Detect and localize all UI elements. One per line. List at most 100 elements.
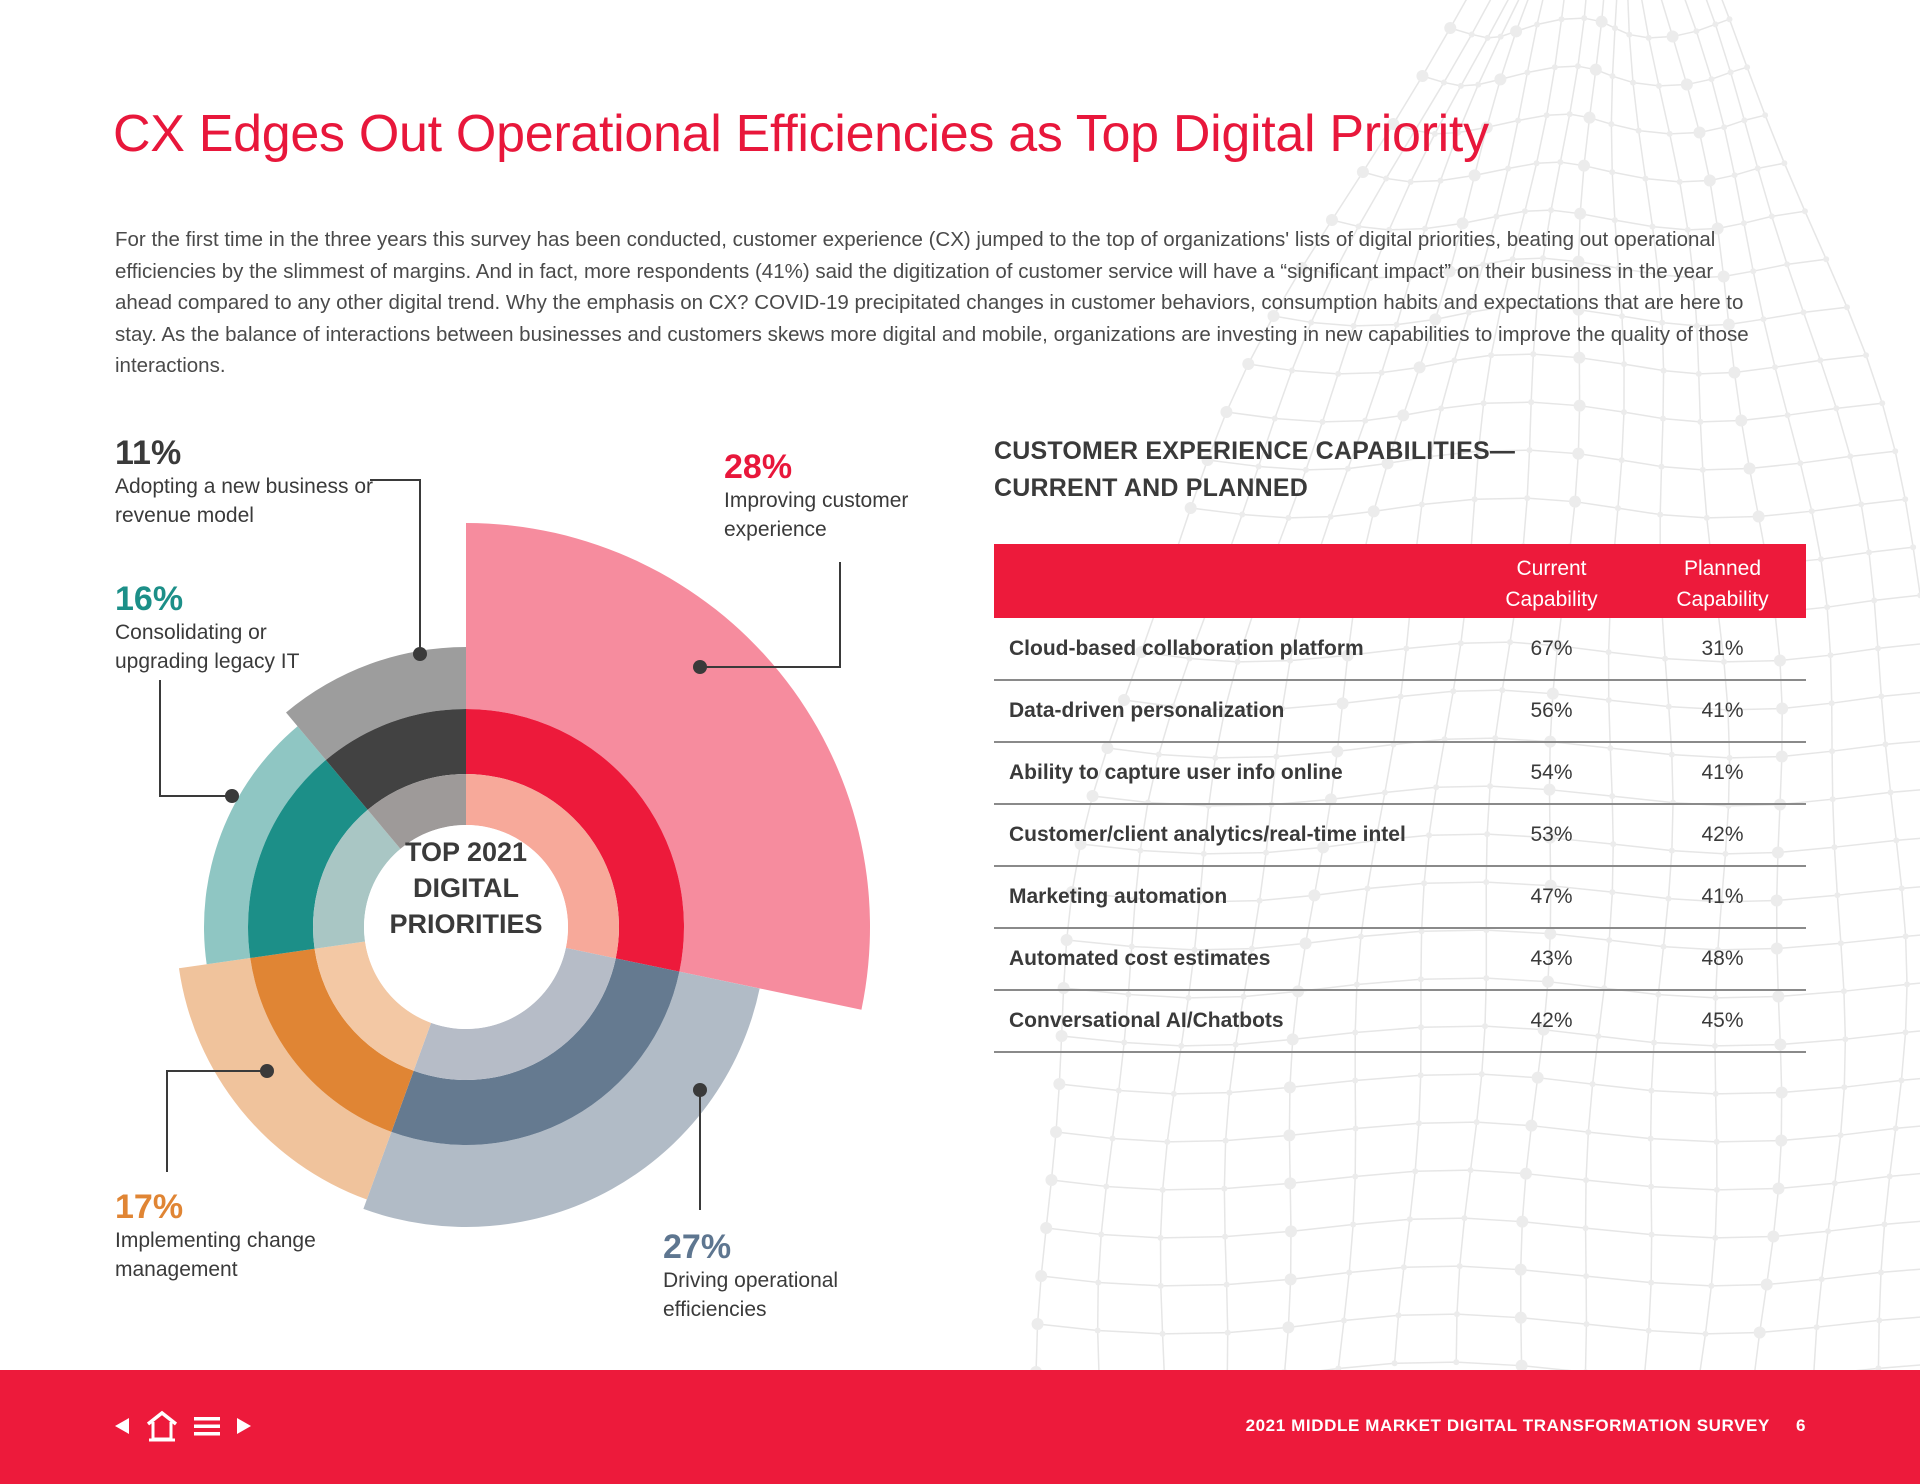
- network-node: [1484, 34, 1491, 41]
- network-edge: [1173, 1091, 1230, 1095]
- network-edge: [1522, 1220, 1586, 1229]
- network-node: [1626, 31, 1633, 38]
- network-edge: [1718, 611, 1775, 615]
- network-edge: [1477, 403, 1485, 452]
- leader-line-new-business-model: [370, 479, 421, 654]
- network-edge: [1454, 354, 1492, 362]
- network-node: [1242, 358, 1255, 370]
- next-arrow-icon[interactable]: [235, 1416, 253, 1441]
- network-edge: [1288, 515, 1331, 519]
- network-node: [1715, 610, 1722, 617]
- menu-icon[interactable]: [193, 1414, 221, 1443]
- network-edge: [1517, 593, 1564, 599]
- network-node: [1299, 937, 1312, 950]
- network-node: [1530, 351, 1537, 358]
- network-edge: [1464, 1217, 1523, 1223]
- callout-legacy-it: 16% Consolidating or upgrading legacy IT: [115, 580, 335, 676]
- network-edge: [1763, 311, 1804, 320]
- network-edge: [1063, 987, 1129, 996]
- network-edge: [1206, 411, 1228, 461]
- network-edge: [1421, 456, 1431, 505]
- network-node: [1157, 1282, 1164, 1289]
- network-edge: [1766, 564, 1776, 613]
- network-edge: [1524, 163, 1538, 212]
- network-node: [1893, 837, 1900, 844]
- network-node: [1828, 700, 1835, 707]
- network-edge: [1430, 450, 1479, 458]
- network-edge: [1490, 785, 1550, 791]
- network-node: [1157, 1234, 1164, 1241]
- network-edge: [1612, 891, 1669, 900]
- network-edge: [1834, 1135, 1842, 1184]
- network-edge: [1311, 321, 1354, 327]
- network-edge: [1779, 756, 1783, 805]
- previous-arrow-icon[interactable]: [113, 1416, 131, 1441]
- network-edge: [1653, 994, 1660, 1043]
- planned-value: 41%: [1701, 761, 1744, 784]
- network-edge: [1610, 603, 1663, 612]
- network-edge: [1617, 460, 1623, 509]
- network-edge: [1552, 692, 1609, 701]
- network-edge: [1403, 407, 1442, 417]
- network-node: [1221, 1185, 1228, 1192]
- network-edge: [1662, 898, 1670, 947]
- network-node: [1776, 702, 1789, 715]
- network-edge: [1194, 947, 1252, 951]
- network-edge: [1375, 792, 1386, 841]
- network-edge: [1071, 891, 1136, 900]
- network-edge: [1778, 990, 1844, 998]
- network-node: [1413, 361, 1426, 374]
- network-edge: [1537, 305, 1579, 311]
- network-node: [1648, 1183, 1655, 1190]
- network-node: [1829, 748, 1836, 755]
- network-edge: [1389, 227, 1426, 231]
- leader-dot: [260, 1064, 274, 1078]
- network-node: [1352, 1029, 1359, 1036]
- network-edge: [1546, 113, 1570, 117]
- home-icon[interactable]: [145, 1410, 179, 1447]
- network-edge: [1549, 837, 1552, 886]
- network-node: [1497, 304, 1504, 311]
- network-edge: [1591, 1036, 1599, 1085]
- network-node: [1440, 79, 1447, 86]
- network-edge: [1274, 417, 1323, 423]
- network-node: [1611, 25, 1618, 32]
- network-edge: [1578, 260, 1619, 269]
- network-edge: [1773, 1230, 1829, 1238]
- network-edge: [1499, 31, 1517, 80]
- chart-center-hole: [364, 825, 568, 1029]
- footer-title: 2021 MIDDLE MARKET DIGITAL TRANSFORMATIO…: [1246, 1416, 1806, 1436]
- network-edge: [1375, 834, 1430, 842]
- network-node: [1837, 1132, 1844, 1139]
- network-edge: [1526, 24, 1538, 73]
- network-node: [1232, 1041, 1239, 1048]
- network-edge: [1224, 707, 1283, 711]
- network-edge: [1819, 360, 1838, 409]
- network-node: [1292, 985, 1305, 998]
- network-edge: [1301, 219, 1333, 269]
- network-edge: [1235, 1038, 1293, 1046]
- network-node: [1711, 1042, 1718, 1049]
- network-edge: [1585, 1179, 1652, 1188]
- network-edge: [1569, 548, 1614, 557]
- network-edge: [1453, 689, 1503, 693]
- network-node: [1234, 658, 1241, 665]
- network-edge: [1671, 753, 1730, 759]
- network-edge: [1904, 936, 1908, 985]
- network-node: [1461, 1215, 1468, 1222]
- network-edge: [1274, 370, 1293, 419]
- network-node: [1267, 310, 1280, 322]
- network-node: [1397, 409, 1410, 422]
- network-node: [1818, 1276, 1825, 1283]
- network-edge: [1710, 79, 1725, 128]
- network-edge: [1203, 805, 1210, 854]
- network-node: [1572, 255, 1585, 268]
- network-edge: [1714, 24, 1732, 73]
- network-edge: [1550, 884, 1613, 893]
- network-edge: [1224, 561, 1271, 567]
- network-node: [1772, 990, 1785, 1003]
- leader-dot: [413, 647, 427, 661]
- network-edge: [1774, 606, 1828, 614]
- leader-dot: [693, 1083, 707, 1097]
- network-edge: [1423, 835, 1430, 884]
